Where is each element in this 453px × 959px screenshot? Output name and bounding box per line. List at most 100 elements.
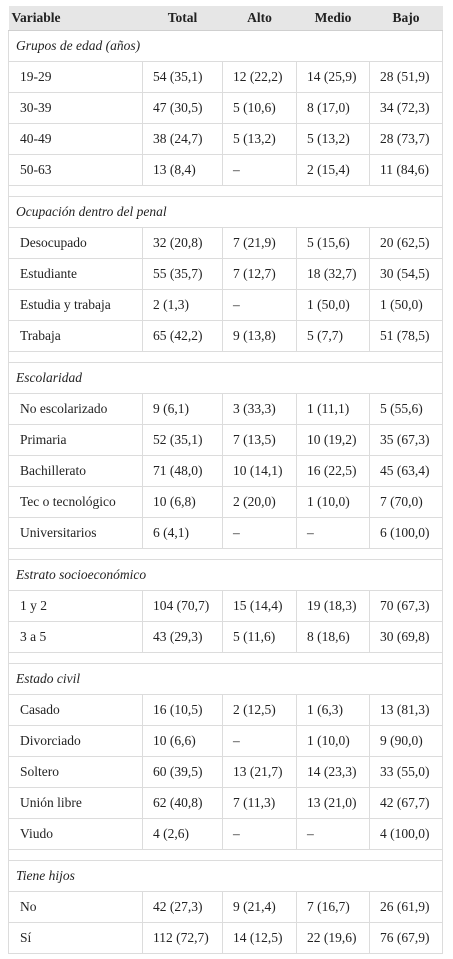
cell: 19 (18,3) (296, 590, 370, 622)
cell: 9 (21,4) (222, 891, 297, 923)
cell: 13 (81,3) (369, 694, 443, 726)
row-label: Viudo (8, 818, 143, 850)
cell: 38 (24,7) (142, 123, 223, 155)
cell: 4 (2,6) (142, 818, 223, 850)
cell: 55 (35,7) (142, 258, 223, 290)
data-row: Tec o tecnológico 10 (6,8) 2 (20,0) 1 (10,0… (8, 486, 443, 518)
cell: 62 (40,8) (142, 787, 223, 819)
cell: 28 (73,7) (369, 123, 443, 155)
row-label: Sí (8, 922, 143, 954)
section-row: Ocupación dentro del penal (8, 196, 443, 228)
cell: 5 (10,6) (222, 92, 297, 124)
cell: 1 (6,3) (296, 694, 370, 726)
data-row: Divorciado 10 (6,6) –1 (10,0) 9 (90,0) (8, 725, 443, 757)
header-row: Variable Total Alto Medio Bajo (8, 6, 443, 31)
cell: 1 (10,0) (296, 725, 370, 757)
spacer-cell (8, 849, 443, 861)
cell: 13 (21,7) (222, 756, 297, 788)
data-row: Primaria 52 (35,1) 7 (13,5) 10 (19,2) 35 (67… (8, 424, 443, 456)
cell: 12 (22,2) (222, 61, 297, 93)
cell: 10 (14,1) (222, 455, 297, 487)
column-header: Variable (8, 6, 143, 31)
cell: 8 (17,0) (296, 92, 370, 124)
cell: 76 (67,9) (369, 922, 443, 954)
cell: – (222, 725, 297, 757)
cell: 6 (4,1) (142, 517, 223, 549)
data-row: No escolarizado 9 (6,1) 3 (33,3) 1 (11,1) 5 … (8, 393, 443, 425)
row-label: Casado (8, 694, 143, 726)
row-label: 1 y 2 (8, 590, 143, 622)
data-row: Desocupado 32 (20,8) 7 (21,9) 5 (15,6) 20 (6… (8, 227, 443, 259)
row-label: Divorciado (8, 725, 143, 757)
cell: 34 (72,3) (369, 92, 443, 124)
row-label: Estudiante (8, 258, 143, 290)
data-row: Bachillerato 71 (48,0) 10 (14,1) 16 (22,5) 4… (8, 455, 443, 487)
section-title: Estado civil (8, 663, 443, 695)
data-row: 50-63 13 (8,4) –2 (15,4) 11 (84,6) (8, 154, 443, 186)
section-title: Grupos de edad (años) (8, 30, 443, 62)
cell: – (296, 517, 370, 549)
cell: 14 (23,3) (296, 756, 370, 788)
cell: 5 (15,6) (296, 227, 370, 259)
spacer-cell (8, 652, 443, 664)
cell: 42 (27,3) (142, 891, 223, 923)
cell: 33 (55,0) (369, 756, 443, 788)
cell: – (222, 818, 297, 850)
column-header: Total (142, 6, 223, 31)
spacer-cell (8, 548, 443, 560)
cell: 7 (70,0) (369, 486, 443, 518)
data-row: Viudo 4 (2,6) – –4 (100,0) (8, 818, 443, 850)
cell: 5 (13,2) (222, 123, 297, 155)
cell: 2 (12,5) (222, 694, 297, 726)
spacer-row (8, 652, 443, 664)
cell: 30 (69,8) (369, 621, 443, 653)
row-label: 19-29 (8, 61, 143, 93)
spacer-row (8, 849, 443, 861)
cell: 43 (29,3) (142, 621, 223, 653)
cell: 9 (6,1) (142, 393, 223, 425)
cell: 54 (35,1) (142, 61, 223, 93)
column-header: Alto (222, 6, 297, 31)
cell: 14 (12,5) (222, 922, 297, 954)
cell: 71 (48,0) (142, 455, 223, 487)
cell: 1 (10,0) (296, 486, 370, 518)
cell: 32 (20,8) (142, 227, 223, 259)
data-row: Soltero 60 (39,5) 13 (21,7) 14 (23,3) 33 (55… (8, 756, 443, 788)
row-label: Unión libre (8, 787, 143, 819)
column-header: Bajo (369, 6, 443, 31)
section-row: Escolaridad (8, 362, 443, 394)
cell: 7 (12,7) (222, 258, 297, 290)
section-row: Grupos de edad (años) (8, 30, 443, 62)
section-row: Tiene hijos (8, 860, 443, 892)
spacer-row (8, 548, 443, 560)
row-label: Tec o tecnológico (8, 486, 143, 518)
cell: 9 (13,8) (222, 320, 297, 352)
cell: 7 (13,5) (222, 424, 297, 456)
cell: 5 (11,6) (222, 621, 297, 653)
cell: – (222, 517, 297, 549)
cell: 4 (100,0) (369, 818, 443, 850)
cell: 112 (72,7) (142, 922, 223, 954)
cell: 9 (90,0) (369, 725, 443, 757)
row-label: 40-49 (8, 123, 143, 155)
data-row: Unión libre 62 (40,8) 7 (11,3) 13 (21,0) 42 … (8, 787, 443, 819)
data-table: Variable Total Alto Medio Bajo Grupos de eda… (8, 6, 443, 954)
cell: – (222, 289, 297, 321)
cell: 70 (67,3) (369, 590, 443, 622)
cell: 42 (67,7) (369, 787, 443, 819)
row-label: Primaria (8, 424, 143, 456)
spacer-row (8, 351, 443, 363)
cell: 16 (22,5) (296, 455, 370, 487)
spacer-row (8, 185, 443, 197)
cell: 10 (19,2) (296, 424, 370, 456)
cell: 15 (14,4) (222, 590, 297, 622)
cell: 60 (39,5) (142, 756, 223, 788)
data-row: 1 y 2 104 (70,7) 15 (14,4) 19 (18,3) 70 (67,… (8, 590, 443, 622)
cell: – (296, 818, 370, 850)
row-label: Bachillerato (8, 455, 143, 487)
cell: 5 (7,7) (296, 320, 370, 352)
row-label: Desocupado (8, 227, 143, 259)
cell: 13 (8,4) (142, 154, 223, 186)
data-row: Estudia y trabaja 2 (1,3) –1 (50,0) 1 (50,0… (8, 289, 443, 321)
section-title: Ocupación dentro del penal (8, 196, 443, 228)
